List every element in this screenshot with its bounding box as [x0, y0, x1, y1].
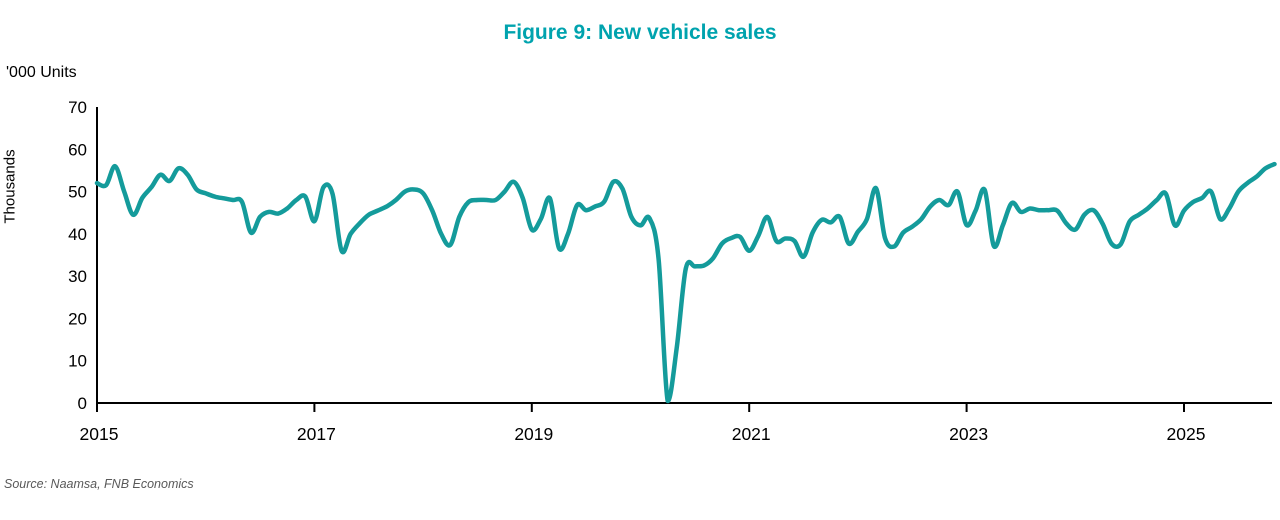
y-tick-label: 10	[68, 352, 87, 371]
y-tick-label: 50	[68, 183, 87, 202]
x-tick-label: 2025	[1167, 424, 1206, 444]
y-tick-label: 30	[68, 267, 87, 286]
x-tick-label: 2015	[80, 424, 119, 444]
y-axis-units-label: '000 Units	[6, 64, 77, 81]
chart-title: Figure 9: New vehicle sales	[503, 21, 777, 44]
sales-line	[94, 161, 1277, 404]
axes	[96, 107, 1272, 404]
y-tick-label: 70	[68, 98, 87, 117]
y-tick-label: 0	[78, 394, 87, 413]
y-tick-label: 60	[68, 140, 87, 159]
x-tick-label: 2021	[732, 424, 771, 444]
x-tick-label: 2019	[514, 424, 553, 444]
x-tick-label: 2017	[297, 424, 336, 444]
source-note: Source: Naamsa, FNB Economics	[4, 477, 194, 491]
y-tick-label: 40	[68, 225, 87, 244]
x-tick-label: 2023	[949, 424, 988, 444]
y-tick-label: 20	[68, 309, 87, 328]
